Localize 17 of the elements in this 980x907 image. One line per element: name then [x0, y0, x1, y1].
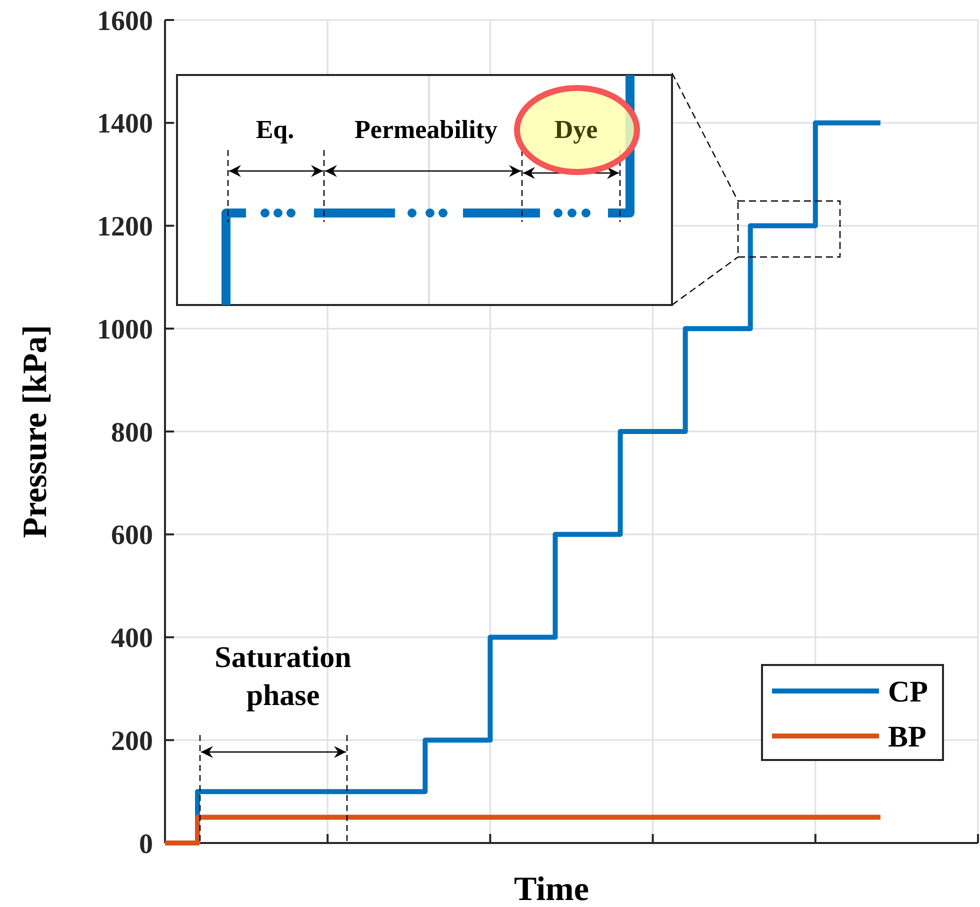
y-tick-label: 1000 — [97, 314, 153, 346]
y-tick-label: 400 — [111, 623, 153, 654]
y-tick-label: 0 — [139, 828, 153, 860]
y-tick-label: 1400 — [97, 108, 153, 140]
annotation: Dye — [554, 115, 598, 144]
x-axis-title: Time — [514, 871, 589, 907]
y-tick-label: 600 — [111, 520, 153, 552]
y-tick-label: 1600 — [97, 6, 153, 37]
y-tick-label: 800 — [111, 417, 153, 448]
annotation: Saturation phase — [214, 641, 352, 712]
legend-label: CP — [888, 676, 928, 708]
legend-label: BP — [888, 720, 926, 754]
y-tick-label: 200 — [111, 726, 153, 757]
y-axis-title: Pressure [kPa] — [17, 324, 54, 538]
annotation: Permeability — [354, 115, 498, 144]
y-tick-label: 1200 — [97, 212, 153, 243]
annotation: Eq. — [256, 115, 294, 144]
